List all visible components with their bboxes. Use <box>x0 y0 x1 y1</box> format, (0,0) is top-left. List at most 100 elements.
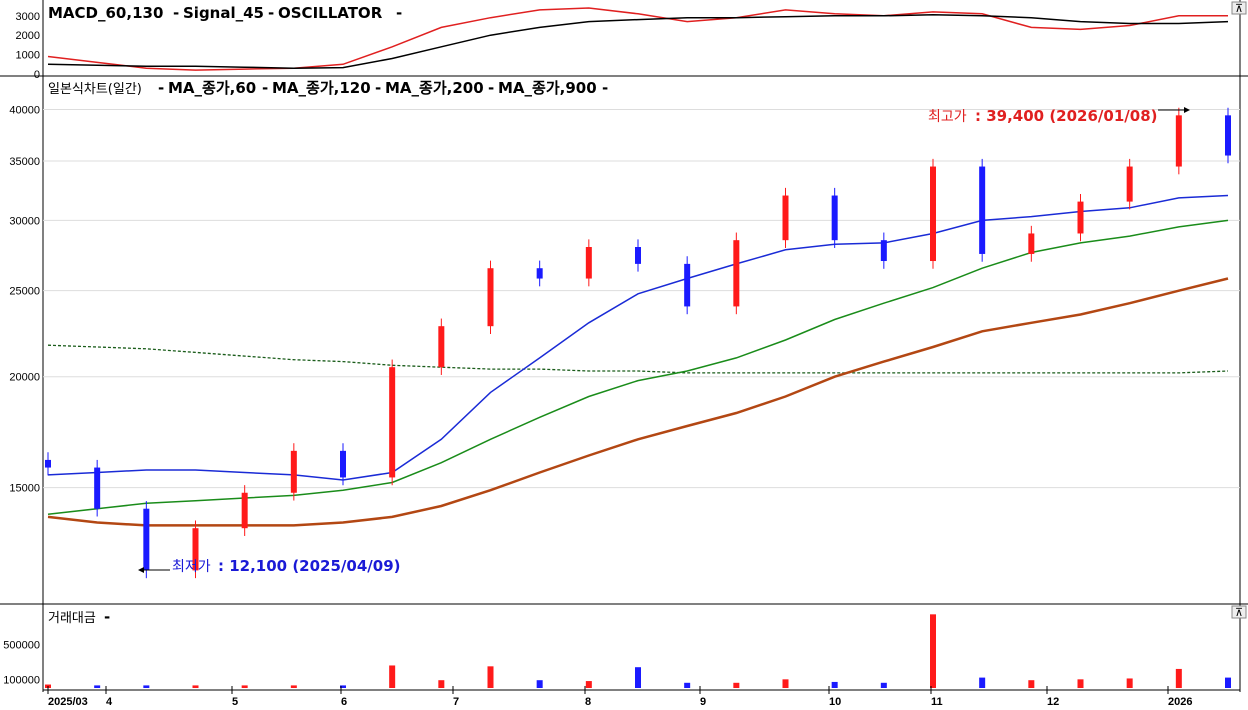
macd-line <box>47 7 1228 71</box>
gridlines <box>43 109 1240 489</box>
collapse-top-button[interactable]: ⊼ <box>1231 1 1247 15</box>
price-tick-label: 30000 <box>9 215 40 227</box>
x-tick-label: 8 <box>585 696 591 708</box>
volume-bar <box>1077 679 1084 688</box>
volume-bar <box>979 677 986 688</box>
candle-body <box>831 195 838 241</box>
svg-text:-: - <box>262 79 268 97</box>
candle-body <box>241 492 248 529</box>
candle-body <box>1126 166 1133 202</box>
candle-body <box>635 247 641 264</box>
svg-text:⊼: ⊼ <box>1235 3 1243 15</box>
volume-tick-label: 100000 <box>3 674 40 686</box>
x-tick-label: 2026 <box>1168 696 1192 708</box>
svg-text:-: - <box>375 79 381 97</box>
svg-text:-: - <box>488 79 494 97</box>
ma60-line <box>47 194 1229 481</box>
candle-body <box>733 240 740 307</box>
x-tick-label: 4 <box>106 696 113 708</box>
collapse-bottom-button[interactable]: ⊼ <box>1231 605 1247 619</box>
svg-text:⊼: ⊼ <box>1235 607 1243 619</box>
candle-body <box>340 450 346 478</box>
volume-bar <box>290 685 297 688</box>
volume-bar <box>930 614 936 688</box>
volume-bars <box>45 614 1231 688</box>
candle-body <box>930 166 936 262</box>
high-annotation: 최고가 : 39,400 (2026/01/08) <box>928 107 1190 125</box>
candle-body <box>782 195 789 241</box>
volume-bar <box>536 680 543 688</box>
x-tick-label: 11 <box>931 696 943 708</box>
svg-text:-: - <box>158 79 164 97</box>
volume-bar <box>241 685 248 688</box>
candle-body <box>880 240 887 262</box>
volume-title: 거래대금 <box>48 611 96 626</box>
candle-body <box>438 326 445 368</box>
volume-bar <box>880 682 887 688</box>
volume-bar <box>143 685 150 688</box>
x-tick-label: 7 <box>453 696 459 708</box>
legend-marker-macd: - <box>173 4 179 22</box>
volume-bar <box>684 682 691 688</box>
candle-body <box>1175 115 1182 167</box>
volume-bar <box>1126 678 1133 688</box>
volume-bar <box>94 685 101 688</box>
high-value: : 39,400 (2026/01/08) <box>975 107 1158 125</box>
volume-tick-label: 500000 <box>3 640 40 652</box>
oscillator-series <box>47 7 1229 71</box>
volume-bar <box>487 666 494 688</box>
macd-tick-label: 0 <box>34 69 40 81</box>
volume-bar <box>192 685 199 688</box>
candle-body <box>45 459 51 468</box>
macd-tick-label: 1000 <box>16 50 40 62</box>
x-tick-label: 2025/03 <box>48 696 88 708</box>
volume-bar <box>1028 680 1035 688</box>
price-tick-label: 40000 <box>9 105 40 117</box>
low-label: 최저가 <box>172 559 211 575</box>
ma900-line <box>47 344 1229 374</box>
candle-body <box>487 268 494 327</box>
y-tick-labels: 40000 35000 30000 25000 20000 15000 3000 2000 10… <box>3 11 40 687</box>
signal-line <box>47 14 1229 69</box>
legend-marker-oscillator: - <box>396 4 402 22</box>
candle-body <box>143 508 150 571</box>
svg-text:-: - <box>602 79 608 97</box>
candle-body <box>192 528 199 571</box>
macd-tick-label: 3000 <box>16 11 40 23</box>
candle-body <box>94 467 101 509</box>
x-tick-label: 6 <box>341 696 347 708</box>
candle-body <box>1225 115 1231 156</box>
volume-bar <box>1175 668 1182 688</box>
oscillator-legend: MACD_60,130 - Signal_45 - OSCILLATOR - <box>48 4 402 22</box>
volume-bar <box>733 682 740 688</box>
price-chart-title: 일본식차트(일간) <box>48 82 142 97</box>
volume-legend: 거래대금 - <box>48 608 110 626</box>
candle-body <box>1028 233 1035 254</box>
price-tick-label: 35000 <box>9 156 40 168</box>
x-tick-label: 9 <box>700 696 706 708</box>
volume-bar <box>635 667 641 688</box>
x-tick-labels: 2025/03 4 5 6 7 8 9 10 11 12 2026 <box>47 686 1192 708</box>
candle-body <box>684 263 691 307</box>
price-legend: 일본식차트(일간) - MA_종가,60 - MA_종가,120 - MA_종가… <box>48 79 608 97</box>
x-tick-label: 10 <box>829 696 841 708</box>
low-value: : 12,100 (2025/04/09) <box>218 557 401 575</box>
macd-tick-label: 2000 <box>16 30 40 42</box>
volume-bar <box>389 665 396 688</box>
legend-oscillator: OSCILLATOR <box>278 4 383 22</box>
legend-ma200: MA_종가,200 <box>385 79 484 97</box>
volume-bar <box>831 681 838 688</box>
candle-body <box>979 166 986 254</box>
candle-body <box>536 268 543 279</box>
volume-bar <box>438 680 445 688</box>
x-tick-label: 12 <box>1047 696 1059 708</box>
legend-macd: MACD_60,130 <box>48 4 163 22</box>
price-tick-label: 25000 <box>9 286 40 298</box>
legend-signal: Signal_45 <box>183 4 264 22</box>
legend-ma120: MA_종가,120 <box>272 79 371 97</box>
legend-ma900: MA_종가,900 <box>498 79 597 97</box>
candlesticks <box>45 107 1231 579</box>
candle-body <box>585 247 592 279</box>
